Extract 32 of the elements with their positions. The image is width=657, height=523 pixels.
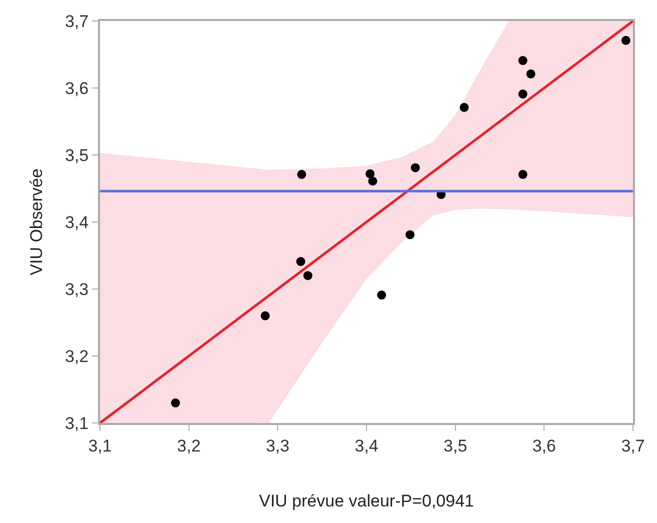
y-tick-label: 3,6 [64, 78, 89, 98]
x-tick-label: 3,6 [532, 436, 556, 456]
y-tick-label: 3,5 [64, 146, 89, 165]
point [518, 56, 528, 66]
point [171, 398, 180, 408]
point [526, 69, 536, 78]
point [410, 163, 420, 172]
point [296, 257, 306, 266]
x-tick-label: 3,7 [621, 436, 645, 456]
point [297, 170, 306, 179]
x-tick-label: 3,2 [177, 436, 201, 456]
point [260, 311, 270, 320]
y-tick-label: 3,3 [64, 280, 89, 299]
x-tick-label: 3,1 [88, 436, 112, 456]
y-tick-label: 3,7 [64, 12, 89, 31]
x-tick-label: 3,5 [444, 436, 468, 456]
point [518, 170, 528, 179]
point [406, 230, 415, 240]
y-axis-title: VIU Observée [27, 168, 46, 276]
x-tick-label: 3,3 [266, 436, 290, 456]
y-tick-label: 3,2 [64, 346, 89, 366]
point [377, 290, 386, 300]
point [621, 36, 630, 45]
point [518, 90, 528, 99]
point [366, 169, 375, 178]
y-tick-label: 3,4 [64, 212, 89, 232]
point [460, 102, 469, 112]
y-tick-label: 3,1 [64, 414, 89, 433]
x-tick-label: 3,4 [354, 436, 378, 456]
point [368, 176, 378, 186]
point [303, 271, 312, 280]
x-axis-title: VIU prévue valeur-P=0,0941 [259, 491, 474, 510]
